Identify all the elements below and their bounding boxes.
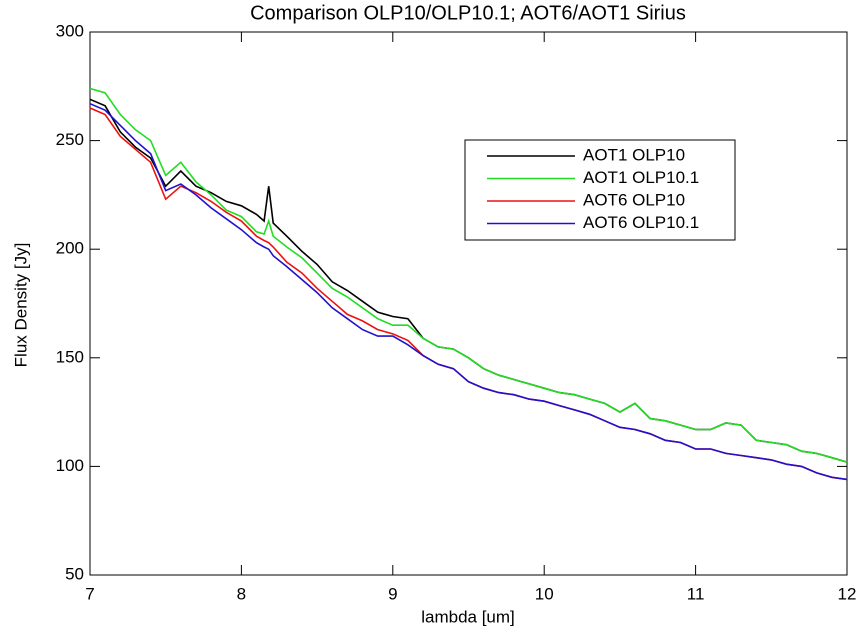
- y-tick-label: 300: [56, 21, 84, 40]
- x-tick-label: 11: [687, 584, 705, 603]
- x-axis-label: lambda [um]: [421, 607, 515, 626]
- y-tick-label: 200: [56, 239, 84, 258]
- legend-label: AOT1 OLP10.1: [583, 168, 699, 187]
- legend-label: AOT6 OLP10.1: [583, 213, 699, 232]
- y-tick-label: 250: [56, 130, 84, 149]
- series-line: [89, 87, 848, 463]
- x-tick-label: 9: [388, 584, 397, 603]
- x-tick-label: 7: [85, 584, 94, 603]
- x-tick-label: 12: [838, 584, 857, 603]
- series-line: [89, 102, 848, 481]
- plot-frame: [89, 31, 848, 576]
- y-tick-label: 150: [56, 347, 84, 366]
- x-tick-label: 10: [535, 584, 554, 603]
- x-tick-label: 8: [237, 584, 246, 603]
- y-axis-label: Flux Density [Jy]: [11, 243, 30, 368]
- legend-label: AOT6 OLP10: [583, 190, 685, 209]
- chart-title: Comparison OLP10/OLP10.1; AOT6/AOT1 Siri…: [250, 2, 686, 24]
- y-tick-label: 100: [56, 456, 84, 475]
- y-tick-label: 50: [65, 564, 84, 583]
- legend-label: AOT1 OLP10: [583, 145, 685, 164]
